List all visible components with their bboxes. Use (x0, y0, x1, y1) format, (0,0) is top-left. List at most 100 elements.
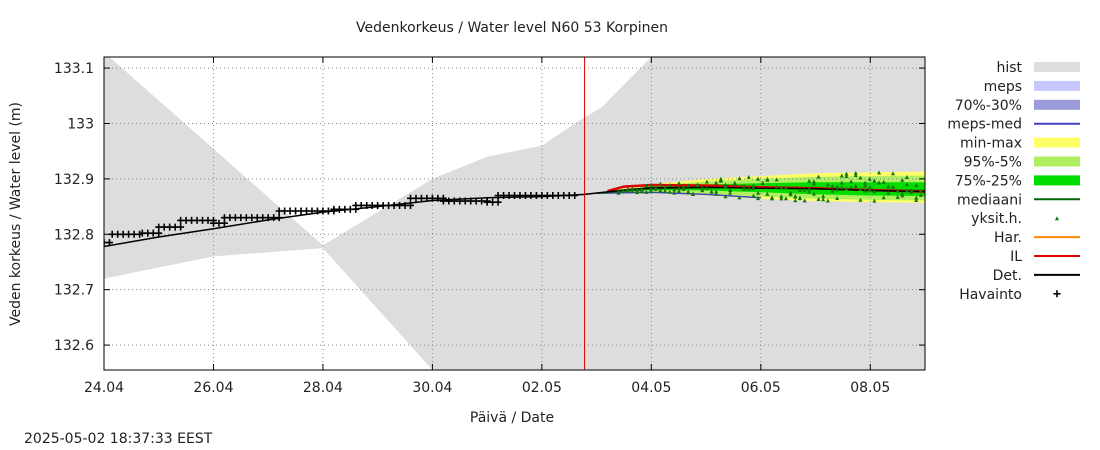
member-marker (900, 177, 905, 182)
x-tick-label: 28.04 (303, 380, 343, 396)
member-marker (779, 185, 784, 190)
member-marker (774, 184, 779, 189)
member-marker (723, 194, 728, 199)
member-marker (681, 186, 686, 191)
member-marker (858, 175, 863, 180)
member-marker (663, 188, 668, 193)
y-tick-label: 133 (67, 116, 94, 132)
x-tick-label: 06.05 (741, 380, 781, 396)
member-layer (616, 170, 923, 203)
y-tick-label: 132.8 (54, 227, 94, 243)
hist-band (104, 57, 925, 370)
member-marker (849, 179, 854, 184)
timestamp: 2025-05-02 18:37:33 EEST (24, 431, 213, 447)
member-marker (635, 189, 640, 194)
member-marker (858, 186, 863, 191)
member-marker (877, 170, 882, 175)
x-axis-label: Päivä / Date (470, 410, 554, 426)
member-marker (802, 187, 807, 192)
member-marker (867, 186, 872, 191)
member-marker (872, 178, 877, 183)
member-marker (914, 195, 919, 200)
legend: hist meps 70%-30% meps-med min-max 95%-5% 75%-… (947, 60, 1080, 303)
member-marker (877, 180, 882, 185)
legend-swatch-p75_25 (1034, 175, 1080, 186)
member-marker (844, 171, 849, 176)
member-marker (672, 190, 677, 195)
member-marker (667, 189, 672, 194)
axis-ticks: 24.04 26.04 28.04 30.04 02.05 04.05 06.05 08.05… (54, 57, 925, 396)
member-marker (872, 198, 877, 203)
legend-label-p95_5: 95%-5% (964, 155, 1022, 171)
member-marker (807, 178, 812, 183)
legend-label-mediaani: mediaani (957, 192, 1022, 208)
member-marker (718, 178, 723, 183)
x-tick-label: 08.05 (850, 380, 890, 396)
member-marker (751, 186, 756, 191)
member-marker (732, 180, 737, 185)
plot-frame (103, 56, 926, 371)
legend-label-p70_30: 70%-30% (955, 98, 1022, 114)
member-marker (649, 186, 654, 191)
member-marker (760, 180, 765, 185)
legend-swatch-p70_30 (1034, 99, 1080, 110)
member-marker (918, 192, 923, 197)
member-marker (807, 186, 812, 191)
member-marker (639, 189, 644, 194)
member-marker (783, 185, 788, 190)
x-tick-label: 02.05 (522, 380, 562, 396)
member-marker (676, 181, 681, 186)
member-marker (714, 191, 719, 196)
member-marker (779, 196, 784, 201)
member-marker (797, 187, 802, 192)
member-marker (853, 173, 858, 178)
member-marker (630, 186, 635, 191)
havainto-marker (407, 201, 415, 209)
member-marker (895, 194, 900, 199)
member-marker (881, 179, 886, 184)
member-marker (858, 197, 863, 202)
member-marker (835, 196, 840, 201)
member-marker (811, 181, 816, 186)
member-marker (658, 181, 663, 186)
legend-swatch-hist (1034, 62, 1080, 72)
member-marker (839, 185, 844, 190)
member-marker (746, 186, 751, 191)
chart-title: Vedenkorkeus / Water level N60 53 Korpin… (356, 20, 668, 36)
legend-swatch-havainto (1053, 290, 1061, 298)
member-marker (839, 180, 844, 185)
member-marker (649, 189, 654, 194)
member-marker (881, 195, 886, 200)
legend-label-meps: meps (984, 79, 1022, 95)
member-marker (816, 196, 821, 201)
plot-border (103, 56, 926, 371)
member-marker (867, 176, 872, 181)
legend-swatch-p95_5 (1034, 156, 1080, 167)
member-marker (714, 189, 719, 194)
legend-label-meps_med: meps-med (947, 117, 1022, 133)
member-marker (821, 193, 826, 198)
member-marker (918, 188, 923, 193)
member-marker (704, 179, 709, 184)
member-marker (728, 188, 733, 193)
member-marker (765, 191, 770, 196)
member-marker (904, 175, 909, 180)
member-marker (886, 190, 891, 195)
member-marker (751, 193, 756, 198)
member-marker (909, 187, 914, 192)
legend-label-havainto: Havainto (959, 287, 1022, 303)
member-marker (811, 179, 816, 184)
member-marker (811, 191, 816, 196)
grid-layer (103, 57, 925, 370)
y-tick-label: 132.9 (54, 172, 94, 188)
havainto-marker (494, 198, 502, 206)
member-marker (644, 189, 649, 194)
member-marker (825, 198, 830, 203)
havainto-marker (177, 223, 185, 231)
member-marker (765, 177, 770, 182)
member-marker (863, 180, 868, 185)
member-marker (849, 185, 854, 190)
legend-swatch-min_max (1034, 137, 1080, 148)
x-tick-label: 26.04 (193, 380, 233, 396)
member-marker (863, 183, 868, 188)
